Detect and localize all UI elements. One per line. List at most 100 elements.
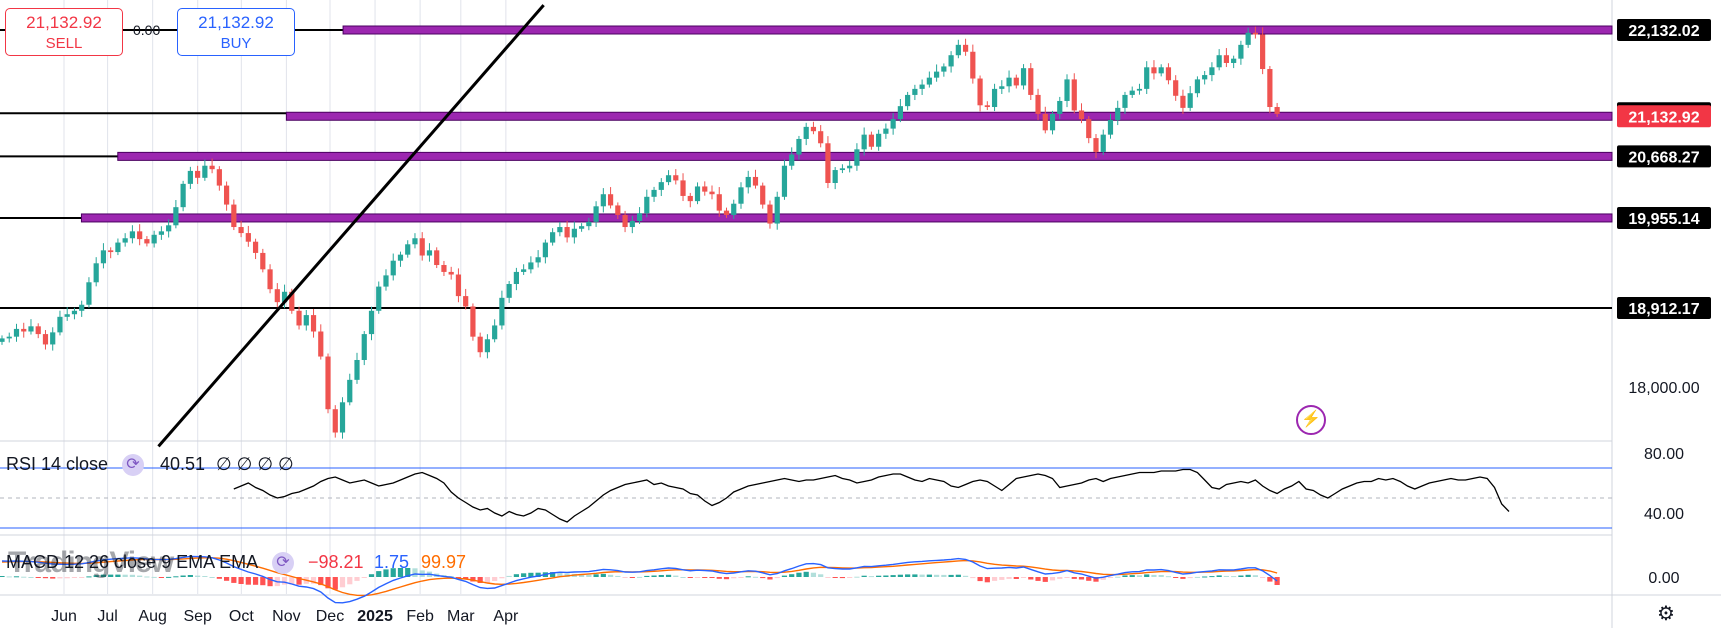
candle	[550, 228, 556, 246]
candle-body	[274, 289, 280, 303]
candle-body	[970, 51, 976, 79]
candle-body	[137, 231, 143, 240]
candle-body	[347, 379, 353, 403]
candle	[1194, 76, 1201, 98]
candle	[832, 167, 838, 190]
candle-body	[709, 191, 715, 195]
macd-histogram-bar	[665, 574, 672, 577]
macd-histogram-bar	[955, 574, 961, 577]
macd-settings-icon[interactable]: ⟳	[272, 552, 294, 574]
candle	[694, 182, 701, 205]
candle-body	[1165, 67, 1172, 81]
macd-histogram-bar	[810, 572, 817, 577]
candle-body	[296, 310, 302, 326]
candle	[35, 323, 41, 339]
macd-histogram-bar	[281, 577, 288, 585]
macd-histogram-bar	[579, 574, 585, 577]
macd-histogram-bar	[1202, 576, 1208, 578]
candle	[702, 181, 708, 196]
macd-histogram-bar	[129, 574, 136, 577]
candle-body	[615, 205, 621, 215]
candle-body	[767, 204, 773, 224]
candle	[1057, 96, 1063, 120]
candle	[651, 186, 657, 202]
candle-body	[883, 128, 889, 134]
candle-body	[760, 185, 766, 205]
candle-body	[35, 326, 41, 335]
rsi-label[interactable]: RSI 14 close	[6, 454, 109, 474]
macd-histogram-bar	[673, 575, 679, 577]
lightning-icon[interactable]: ⚡	[1296, 405, 1326, 435]
sell-button[interactable]: 21,132.92 SELL	[5, 8, 123, 56]
macd-histogram-bar	[926, 574, 932, 577]
candle	[984, 101, 990, 111]
candle-body	[636, 213, 643, 221]
candle	[847, 160, 853, 173]
candle	[448, 266, 454, 280]
candle-body	[651, 189, 657, 197]
price-axis-label: 18,000.00	[1628, 380, 1699, 397]
candle-body	[1180, 95, 1186, 108]
macd-axis-label: 0.00	[1648, 570, 1679, 587]
candle	[745, 170, 751, 194]
zone-band	[117, 151, 1613, 161]
candle-body	[100, 250, 107, 264]
macd-histogram-bar	[716, 577, 722, 579]
macd-histogram-bar	[999, 577, 1005, 580]
time-axis-label: Jun	[51, 608, 77, 625]
candle-body	[854, 149, 860, 166]
candle	[390, 253, 396, 281]
candle	[260, 248, 266, 273]
macd-line	[1, 555, 1278, 604]
candle	[622, 210, 628, 233]
candle	[579, 223, 585, 232]
candle	[173, 200, 179, 229]
macd-histogram-bar	[723, 577, 730, 580]
macd-histogram-bar	[463, 577, 469, 580]
candle-body	[542, 242, 548, 258]
candle	[629, 215, 635, 234]
macd-histogram-bar	[1028, 577, 1034, 580]
candle	[71, 307, 78, 320]
price-axis: 22,132.0221,167.7021,132.9220,668.2719,9…	[1617, 19, 1711, 397]
zone-band	[342, 25, 1613, 35]
candle	[709, 185, 715, 200]
candle-body	[499, 297, 505, 326]
candle-body	[115, 242, 121, 253]
candle-body	[202, 165, 208, 178]
macd-histogram-bar	[1086, 577, 1092, 581]
macd-histogram-bar	[1238, 575, 1244, 577]
candle-body	[868, 134, 874, 147]
macd-histogram-bar	[934, 574, 940, 577]
candle-body	[1274, 107, 1280, 114]
candle	[1122, 91, 1128, 115]
time-axis-label: Sep	[183, 608, 212, 625]
candle	[1187, 86, 1193, 111]
macd-histogram-bar	[260, 577, 266, 586]
candle	[274, 283, 280, 308]
candle-body	[1042, 113, 1048, 131]
candle-body	[962, 44, 969, 52]
candle	[774, 191, 780, 230]
time-axis: Jun Jul Aug Sep Oct Nov Dec 2025 Feb Mar Apr	[51, 608, 519, 625]
macd-histogram-bar	[499, 577, 505, 579]
buy-button[interactable]: 21,132.92 BUY	[177, 8, 295, 56]
gear-icon[interactable]: ⚙	[1657, 603, 1675, 625]
candle-body	[781, 165, 788, 197]
candle-body	[13, 328, 20, 337]
candle-body	[1158, 67, 1164, 74]
candle-body	[1006, 77, 1012, 87]
macd-label[interactable]: MACD 12 26 close 9 EMA EMA	[6, 552, 259, 572]
candle	[962, 38, 969, 56]
rsi-settings-icon[interactable]: ⟳	[122, 454, 144, 476]
candle-body	[383, 275, 389, 287]
candle	[13, 323, 20, 342]
candle	[361, 331, 367, 366]
macd-histogram-bar	[310, 577, 317, 584]
candle-body	[1194, 79, 1201, 94]
rsi-extra-values: ∅ ∅ ∅ ∅	[216, 454, 294, 474]
candle	[607, 187, 614, 209]
candle-body	[934, 71, 940, 78]
macd-histogram-bar	[607, 574, 614, 577]
